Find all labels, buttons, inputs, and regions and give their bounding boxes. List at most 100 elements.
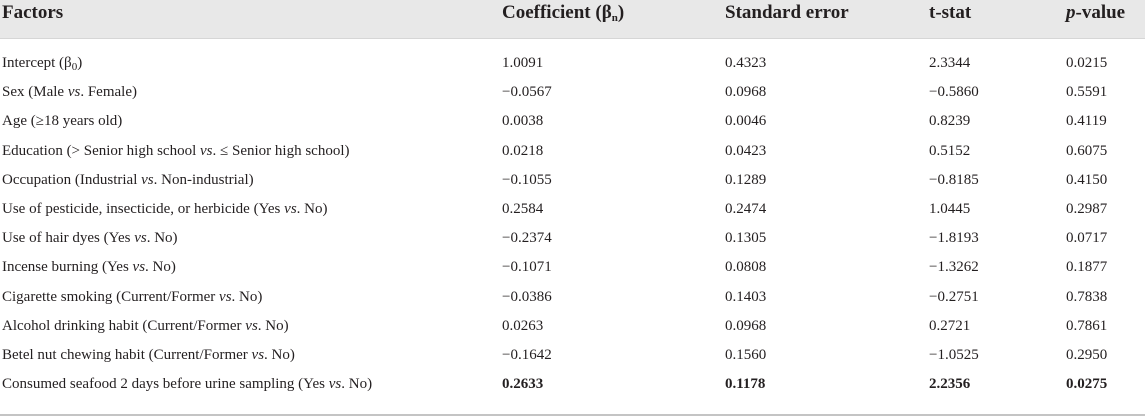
table-body: Intercept (β0) 1.0091 0.4323 2.3344 0.0215 Se… bbox=[0, 52, 1145, 402]
standard-error-cell: 0.1178 bbox=[725, 376, 766, 393]
factor-text: Cigarette smoking (Current/Former bbox=[2, 288, 220, 305]
table-row: Age (≥18 years old) 0.0038 0.0046 0.8239 0.4… bbox=[0, 110, 1145, 139]
factor-vs-italic: vs bbox=[328, 376, 342, 393]
p-value-cell: 0.4119 bbox=[1066, 113, 1107, 130]
p-value-cell: 0.6075 bbox=[1066, 142, 1108, 159]
standard-error-cell: 0.0046 bbox=[725, 113, 767, 130]
p-value-cell: 0.0275 bbox=[1066, 376, 1108, 393]
coefficient-cell: 0.0218 bbox=[502, 142, 544, 159]
factor-text: Alcohol drinking habit (Current/Former bbox=[2, 317, 246, 334]
factor-vs-italic: vs bbox=[200, 142, 213, 159]
p-value-cell: 0.5591 bbox=[1066, 84, 1108, 101]
t-stat-cell: 0.2721 bbox=[929, 317, 971, 334]
factor-cell: Sex (Male vs. Female) bbox=[2, 81, 137, 103]
coefficient-cell: 0.0038 bbox=[502, 113, 544, 130]
factor-text: Occupation (Industrial bbox=[2, 171, 142, 188]
standard-error-cell: 0.0968 bbox=[725, 317, 767, 334]
coefficient-cell: −0.0386 bbox=[502, 288, 552, 305]
p-value-cell: 0.7838 bbox=[1066, 288, 1108, 305]
coefficient-cell: 0.2633 bbox=[502, 376, 544, 393]
factor-vs-italic: vs bbox=[134, 230, 147, 247]
table-row: Incense burning (Yes vs. No) −0.1071 0.080… bbox=[0, 256, 1145, 285]
header-standard-error: Standard error bbox=[725, 2, 849, 23]
p-value-cell: 0.0215 bbox=[1066, 55, 1108, 71]
factor-cell: Use of hair dyes (Yes vs. No) bbox=[2, 227, 178, 249]
p-value-cell: 0.4150 bbox=[1066, 171, 1108, 188]
header-t-stat: t-stat bbox=[929, 2, 972, 23]
factor-cell: Incense burning (Yes vs. No) bbox=[2, 256, 176, 278]
factor-text: Age (≥18 years old) bbox=[2, 113, 123, 130]
factor-cell: Occupation (Industrial vs. Non-industria… bbox=[2, 169, 254, 191]
factor-text-rest: . No) bbox=[146, 230, 178, 247]
factor-cell: Cigarette smoking (Current/Former vs. No… bbox=[2, 286, 262, 308]
factor-text: Betel nut chewing habit (Current/Former bbox=[2, 346, 252, 363]
t-stat-cell: 2.2356 bbox=[929, 376, 971, 393]
p-value-cell: 0.2950 bbox=[1066, 346, 1108, 363]
factor-cell: Education (> Senior high school vs. ≤ Se… bbox=[2, 140, 350, 162]
standard-error-cell: 0.1289 bbox=[725, 171, 767, 188]
factor-text-rest: . No) bbox=[264, 346, 295, 363]
standard-error-cell: 0.0968 bbox=[725, 84, 767, 101]
factor-text-rest: . No) bbox=[145, 259, 176, 276]
header-p-value-italic: p bbox=[1066, 2, 1076, 23]
header-p-value-rest: -value bbox=[1075, 2, 1126, 23]
t-stat-cell: −0.8185 bbox=[929, 171, 979, 188]
t-stat-cell: −0.5860 bbox=[929, 84, 979, 101]
t-stat-cell: 0.8239 bbox=[929, 113, 971, 130]
p-value-cell: 0.7861 bbox=[1066, 317, 1108, 334]
table-row: Education (> Senior high school vs. ≤ Se… bbox=[0, 140, 1145, 169]
coefficient-cell: 0.0263 bbox=[502, 317, 544, 334]
factor-vs-italic: vs bbox=[251, 346, 265, 363]
table-row: Use of hair dyes (Yes vs. No) −0.2374 0.13… bbox=[0, 227, 1145, 256]
coefficient-cell: −0.1642 bbox=[502, 346, 552, 363]
factor-subscript: 0 bbox=[71, 61, 78, 73]
factor-text-rest: . No) bbox=[257, 317, 289, 334]
header-coefficient-suffix: ) bbox=[617, 2, 625, 23]
factor-cell: Betel nut chewing habit (Current/Former … bbox=[2, 344, 295, 366]
table-row: Betel nut chewing habit (Current/Former … bbox=[0, 344, 1145, 373]
coefficient-cell: −0.1071 bbox=[502, 259, 552, 276]
p-value-cell: 0.0717 bbox=[1066, 230, 1108, 247]
t-stat-cell: 2.3344 bbox=[929, 55, 971, 71]
standard-error-cell: 0.1560 bbox=[725, 346, 767, 363]
coefficient-cell: 0.2584 bbox=[502, 200, 544, 217]
t-stat-cell: 1.0445 bbox=[929, 200, 971, 217]
factor-cell: Age (≥18 years old) bbox=[2, 110, 122, 132]
factor-text: Use of hair dyes (Yes bbox=[2, 230, 135, 247]
table-row: Occupation (Industrial vs. Non-industria… bbox=[0, 169, 1145, 198]
header-factors: Factors bbox=[2, 2, 64, 23]
factor-text-rest: . No) bbox=[341, 376, 373, 393]
factor-vs-italic: vs bbox=[284, 200, 297, 217]
table-row: Alcohol drinking habit (Current/Former v… bbox=[0, 315, 1145, 344]
p-value-cell: 0.1877 bbox=[1066, 259, 1108, 276]
factor-vs-italic: vs bbox=[219, 288, 232, 305]
t-stat-cell: −1.0525 bbox=[929, 346, 979, 363]
factor-text: Sex (Male bbox=[2, 84, 68, 101]
table-row: Sex (Male vs. Female) −0.0567 0.0968 −0.586… bbox=[0, 81, 1145, 110]
factor-text: Intercept (β bbox=[2, 55, 72, 71]
standard-error-cell: 0.2474 bbox=[725, 200, 767, 217]
standard-error-cell: 0.4323 bbox=[725, 55, 767, 71]
factor-vs-italic: vs bbox=[141, 171, 154, 188]
factor-text-rest: . Non-industrial) bbox=[153, 171, 254, 188]
t-stat-cell: −0.2751 bbox=[929, 288, 979, 305]
factor-text: Education (> Senior high school bbox=[2, 142, 201, 159]
factor-text-rest: . No) bbox=[231, 288, 263, 305]
factor-vs-italic: vs bbox=[67, 84, 81, 101]
factor-vs-italic: vs bbox=[245, 317, 258, 334]
table-row: Intercept (β0) 1.0091 0.4323 2.3344 0.0215 bbox=[0, 52, 1145, 81]
coefficient-cell: −0.1055 bbox=[502, 171, 552, 188]
table-row: Use of pesticide, insecticide, or herbic… bbox=[0, 198, 1145, 227]
coefficient-cell: −0.0567 bbox=[502, 84, 552, 101]
header-coefficient-text: Coefficient (β bbox=[502, 2, 612, 23]
factor-text-rest: . No) bbox=[296, 200, 328, 217]
coefficient-cell: −0.2374 bbox=[502, 230, 552, 247]
header-coefficient: Coefficient (βn) bbox=[502, 0, 624, 38]
p-value-cell: 0.2987 bbox=[1066, 200, 1108, 217]
factor-cell: Consumed seafood 2 days before urine sam… bbox=[2, 373, 372, 395]
factor-text: Use of pesticide, insecticide, or herbic… bbox=[2, 200, 285, 217]
standard-error-cell: 0.1305 bbox=[725, 230, 767, 247]
standard-error-cell: 0.1403 bbox=[725, 288, 767, 305]
header-p-value: p-value bbox=[1066, 0, 1125, 38]
